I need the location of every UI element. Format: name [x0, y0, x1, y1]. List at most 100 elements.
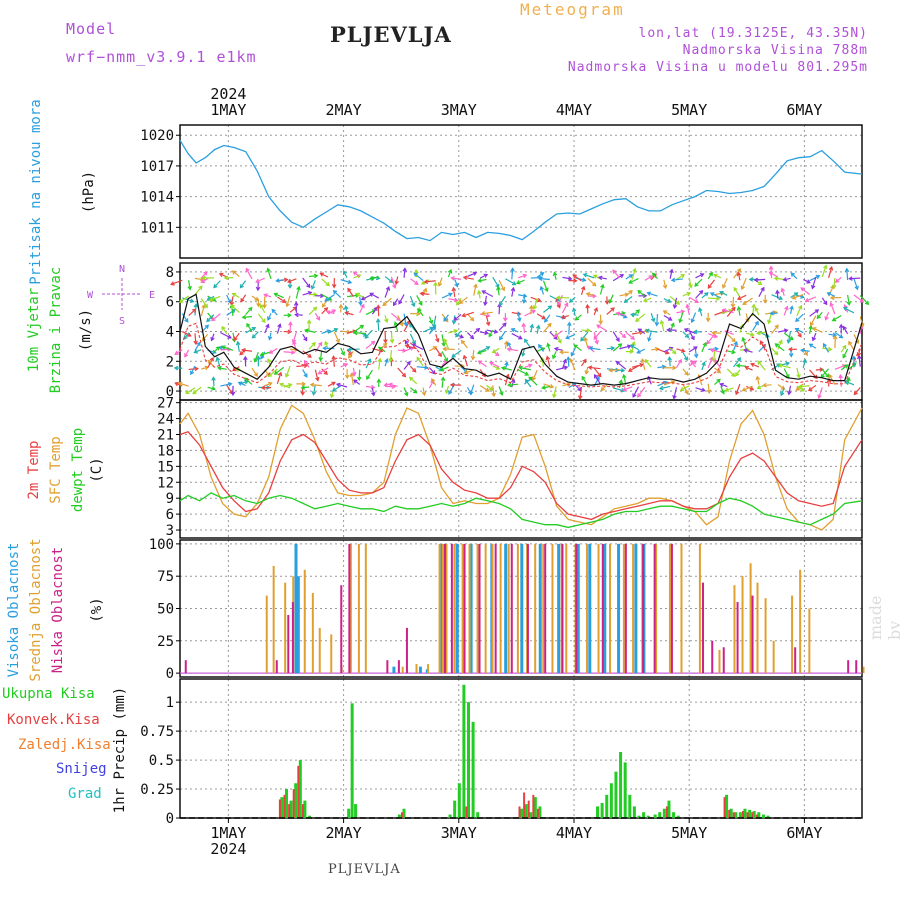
wind-arrow-head: [531, 376, 537, 381]
wind-arrow: [722, 309, 734, 314]
wind-arrow: [714, 359, 722, 369]
precip-conv-bar: [751, 812, 754, 818]
wind-arrow-head: [364, 334, 369, 339]
wind-arrow-head: [404, 344, 410, 349]
wind-arrow: [314, 313, 320, 321]
wind-arrow-head: [714, 359, 719, 364]
precip-total-bar: [350, 703, 354, 818]
wind-arrow-head: [635, 309, 641, 314]
wind-arrow: [522, 323, 526, 333]
wind-arrow-head: [809, 321, 815, 327]
temp-ylabel-2m: 2m Temp: [26, 440, 42, 499]
wind-arrow-head: [388, 382, 393, 388]
wind-arrow-head: [568, 298, 574, 303]
wind-arrow: [497, 286, 500, 296]
wind-arrow: [568, 383, 576, 388]
wind-arrow-head: [359, 324, 365, 329]
cloud-bar: [427, 664, 430, 674]
wind-arrow-head: [324, 340, 329, 346]
wind-arrow: [524, 364, 532, 369]
precip-conv-bar: [746, 812, 749, 818]
precip-total-bar: [520, 808, 523, 818]
wind-arrow-head: [856, 354, 862, 360]
wind-arrow: [441, 293, 452, 299]
day-label-bottom: 1MAY: [210, 824, 246, 842]
wind-arrow: [606, 307, 615, 315]
wind-arrow: [641, 359, 646, 370]
wind-arrow: [671, 278, 683, 281]
wind-arrow-head: [619, 274, 625, 279]
wind-arrow-head: [469, 390, 474, 396]
wind-arrow-head: [565, 335, 570, 340]
wind-arrow-head: [347, 351, 353, 357]
wind-arrow: [859, 295, 869, 305]
wind-arrow: [390, 331, 393, 343]
wind-arrow-head: [838, 334, 844, 339]
wind-arrow-head: [777, 363, 783, 368]
wind-arrow-head: [531, 309, 536, 314]
wind-arrow: [505, 278, 516, 285]
wind-arrow: [579, 386, 583, 399]
precip-total-bar: [748, 809, 752, 818]
wind-arrow-head: [584, 370, 590, 375]
wind-arrow: [586, 293, 595, 296]
wind-arrow: [511, 328, 519, 333]
wind-arrow: [676, 359, 682, 368]
wind-arrow-head: [311, 341, 316, 347]
wind-arrow-head: [421, 391, 427, 397]
wind-arrow-head: [267, 316, 272, 321]
wind-arrow: [552, 351, 557, 359]
wind-arrow: [663, 298, 671, 303]
cloud-bar: [561, 543, 564, 674]
wind-arrow: [809, 275, 820, 282]
wind-arrow-head: [450, 275, 455, 281]
wind-arrow: [268, 368, 278, 377]
wind-arrow-head: [303, 337, 308, 342]
wind-arrow-head: [451, 286, 457, 292]
wind-arrow: [523, 295, 526, 303]
wind-arrow: [443, 348, 455, 351]
cloud-bar: [303, 569, 306, 674]
wind-arrow-head: [193, 349, 198, 354]
wind-arrow-head: [376, 304, 381, 309]
wind-arrow: [858, 355, 861, 367]
wind-arrow-head: [532, 305, 538, 311]
precip-conv-bar: [728, 809, 731, 818]
wind-arrow-head: [413, 272, 418, 277]
wind-arrow: [420, 292, 430, 295]
wind-arrow: [669, 295, 680, 305]
wind-arrow-head: [259, 303, 264, 309]
wind-arrow: [622, 386, 633, 391]
wind-arrow-head: [388, 278, 394, 284]
wind-arrow: [573, 344, 582, 352]
wind-arrow-head: [597, 372, 602, 378]
wind-arrow-head: [284, 373, 290, 378]
wind-arrow: [635, 313, 646, 322]
wind-arrow-head: [742, 300, 747, 306]
cloud-bar: [455, 543, 459, 674]
wind-arrow: [302, 333, 308, 341]
wind-arrow-head: [300, 391, 306, 396]
wind-arrow: [673, 387, 678, 399]
wind-arrow: [296, 364, 308, 368]
model-elevation-label: Nadmorska Visina u modelu 801.295m: [567, 60, 868, 75]
wind-arrow-head: [196, 341, 201, 347]
wind-arrow: [194, 342, 201, 351]
wind-arrow: [417, 308, 424, 317]
wind-arrow-head: [800, 387, 805, 392]
y-tick-label: 4: [166, 325, 174, 341]
day-label-top: 1MAY: [210, 101, 246, 119]
wind-arrow: [569, 296, 576, 303]
wind-arrow-head: [201, 337, 207, 342]
precip-total-bar: [658, 812, 662, 818]
wind-arrow-head: [469, 334, 475, 340]
wind-arrow-head: [721, 308, 727, 313]
wind-arrow-head: [360, 303, 365, 309]
station-title: PLJEVLJA: [330, 22, 452, 47]
wind-arrow: [752, 321, 759, 332]
wind-arrow-head: [211, 386, 217, 391]
wind-arrow-head: [321, 303, 326, 308]
wind-arrow: [553, 386, 557, 398]
wind-arrow-head: [824, 316, 829, 321]
precip-total-bar: [729, 808, 733, 818]
